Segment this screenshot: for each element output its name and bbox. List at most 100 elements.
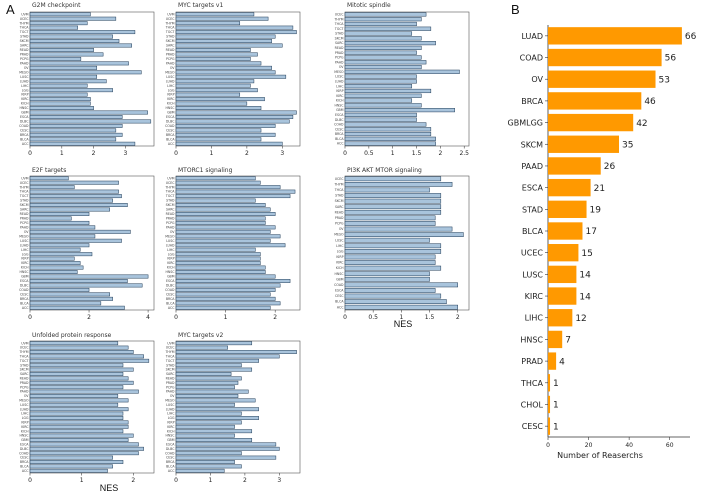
nes-bar [29,394,119,398]
category-label: THYM [333,182,343,186]
category-label: SKCM [335,199,344,203]
nes-bar [175,345,228,350]
nes-bar [175,350,297,354]
category-label: READ [166,48,175,52]
nes-bar [175,287,276,292]
bar-value-label: 42 [636,119,647,129]
nes-bar [175,61,262,66]
bar-value-label: 4 [559,357,565,367]
category-label: THYM [18,185,28,189]
nes-bar [175,97,265,102]
category-label: GBM [21,275,29,279]
nes-bar [175,88,258,93]
panel-frame [175,340,301,474]
nes-panel-5: MTORC1 signalingUVMUCECTHYMTHCATGCTSTADS… [164,167,301,321]
category-label: CESC [166,292,175,296]
research-bar [548,27,682,45]
category-label: KIRC [167,261,175,265]
nes-bar [175,34,276,39]
category-label: READ [335,210,344,214]
panel-title: G2M checkpoint [32,2,81,9]
research-bar [548,244,579,262]
nes-bar [175,274,276,279]
category-label: SKCM [166,368,175,372]
nes-bar [175,189,296,194]
category-label: READ [20,377,29,381]
category-label: PCPG [20,57,29,61]
category-label: STAD [20,363,29,367]
nes-bar [344,50,417,55]
category-label: COAD [19,124,29,128]
category-label: GBM [336,108,344,112]
category-label: KICH [21,429,29,433]
category-label: LUAD [166,243,175,247]
nes-bar [175,385,235,390]
category-label: OV [24,66,29,70]
nes-bar [175,305,271,310]
category-label: LUAD [20,243,29,247]
category-label: MESO [19,70,29,74]
nes-bar [344,21,417,27]
category-label: PAAD [166,390,175,394]
nes-bar [344,60,427,65]
nes-panel-1: G2M checkpointUVMUCECTHYMTHCATGCTSTADSKC… [18,2,155,157]
nes-bar [29,203,128,207]
category-label: TGCT [165,30,175,34]
nes-bar [29,416,124,420]
bar-category-label: PRAD [521,357,543,366]
research-bar [548,48,662,67]
panel-frame [175,11,301,147]
category-label: HNSC [19,434,29,438]
nes-bar [29,137,117,142]
category-label: MESO [334,70,344,74]
panel-frame [175,175,301,311]
bar-category-label: LUSC [522,270,543,279]
category-label: UVM [167,341,175,345]
nes-bar [29,207,110,212]
nes-bar [175,194,291,199]
category-label: CESC [20,128,29,132]
bar-value-label: 1 [553,422,559,432]
nes-bar [29,283,143,288]
panel-title: E2F targets [32,167,66,174]
category-label: BLCA [335,137,344,141]
panel-frame [29,175,155,311]
nes-bar [29,296,113,301]
category-label: KIRP [21,421,28,425]
bar-value-label: 46 [644,97,656,107]
nes-bar [175,416,259,420]
category-label: THYM [18,350,28,354]
category-label: HNSC [165,106,175,110]
nes-bar [29,279,128,283]
nes-bar [344,26,432,31]
category-label: KIRC [336,94,344,98]
research-count-chart: LUAD 66 COAD 56 OV 53 BRCA 46 GBMLGG 42 SKCM 35 PAAD… [508,25,697,460]
category-label: UCEC [20,346,30,350]
category-label: UCEC [335,12,345,16]
category-label: GBM [336,277,344,281]
bar-value-label: 15 [581,249,592,259]
bar-value-label: 21 [594,184,605,194]
nes-bar [175,270,266,274]
category-label: STAD [335,32,344,36]
nes-bar [29,74,98,79]
category-label: LGG [22,252,29,256]
nes-bar [29,12,91,17]
nes-bar [175,43,283,48]
category-label: STAD [335,194,344,198]
x-tick-label: 1 [210,150,214,157]
nes-bar [175,119,290,124]
category-label: UCEC [166,17,176,21]
category-label: READ [20,48,29,52]
category-label: UVM [21,176,29,180]
nes-bar [175,225,276,230]
category-label: ACC [337,305,344,309]
x-tick-label: 2 [131,477,135,484]
x-tick-label: 2 [245,150,249,157]
category-label: ESCA [166,115,175,119]
nes-bar [344,141,436,146]
bar-category-label: STAD [522,205,543,214]
category-label: LUAD [166,407,175,411]
nes-bar [29,429,124,434]
bar-category-label: SKCM [521,140,543,149]
